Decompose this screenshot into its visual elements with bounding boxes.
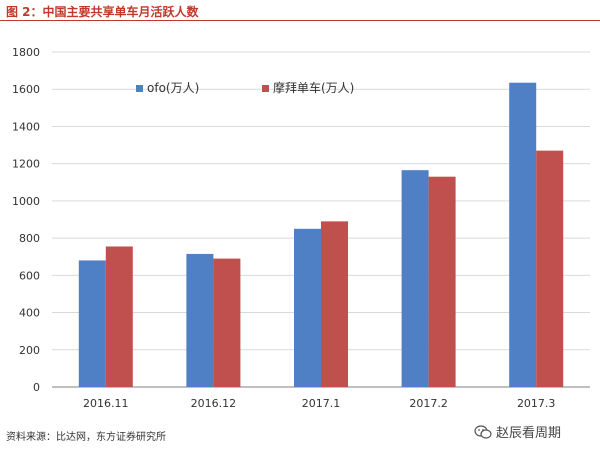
- bar-ofo: [186, 253, 214, 387]
- source-note: 资料来源：比达网，东方证券研究所: [6, 432, 166, 443]
- x-tick-label: 2016.12: [191, 397, 237, 410]
- watermark-text: 赵辰看周期: [496, 426, 562, 441]
- bar-mobike: [105, 246, 133, 387]
- bar-ofo: [401, 170, 429, 387]
- bar-ofo: [509, 82, 537, 387]
- legend: ofo(万人) 摩拜单车(万人): [136, 80, 354, 95]
- legend-swatch: [262, 85, 269, 92]
- y-tick-label: 0: [33, 381, 40, 394]
- y-tick-label: 1200: [12, 158, 40, 171]
- figure-title: 图 2：中国主要共享单车月活跃人数: [6, 5, 199, 19]
- title-rule: [0, 20, 600, 21]
- x-tick-label: 2017.2: [409, 397, 448, 410]
- y-tick-label: 1000: [12, 195, 40, 208]
- y-tick-label: 800: [19, 232, 40, 245]
- bar-ofo: [78, 260, 106, 387]
- y-tick-label: 400: [19, 307, 40, 320]
- legend-label: 摩拜单车(万人): [273, 80, 354, 95]
- y-tick-label: 1800: [12, 46, 40, 59]
- x-tick-label: 2016.11: [83, 397, 129, 410]
- legend-swatch: [136, 85, 143, 92]
- y-tick-label: 200: [19, 344, 40, 357]
- wechat-icon: [474, 424, 492, 439]
- bar-mobike: [428, 176, 456, 387]
- x-tick-label: 2017.1: [302, 397, 341, 410]
- y-axis-ticks: 0 200 400 600 800 1000 1200 1400 1600 1800: [12, 46, 40, 394]
- x-tick-label: 2017.3: [517, 397, 556, 410]
- legend-label: ofo(万人): [147, 81, 199, 95]
- y-tick-label: 600: [19, 269, 40, 282]
- bars: [78, 82, 564, 387]
- x-axis-ticks: 2016.11 2016.12 2017.1 2017.2 2017.3: [83, 397, 555, 410]
- y-tick-label: 1600: [12, 83, 40, 96]
- bar-ofo: [294, 228, 321, 387]
- y-tick-label: 1400: [12, 120, 40, 133]
- bar-mobike: [536, 150, 564, 387]
- bar-mobike: [321, 221, 348, 387]
- bar-mobike: [213, 258, 241, 387]
- watermark: 赵辰看周期: [474, 422, 561, 441]
